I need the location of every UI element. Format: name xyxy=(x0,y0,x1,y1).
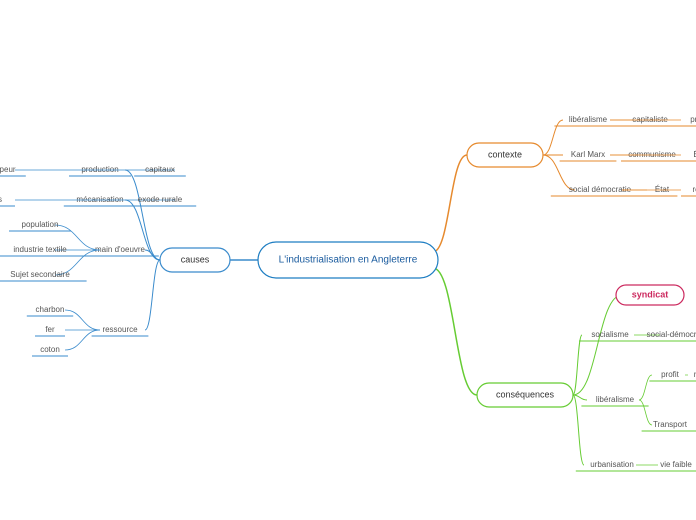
leaf-Sujet secondaire: Sujet secondaire xyxy=(10,270,70,279)
leaf-charbon: charbon xyxy=(36,305,65,314)
leaf-coton: coton xyxy=(40,345,60,354)
label-causes: causes xyxy=(181,254,210,264)
leaf-Transport: Transport xyxy=(653,420,688,429)
leaf-re: re xyxy=(692,185,696,194)
leaf-capitaux: capitaux xyxy=(145,165,175,174)
leaf-fer: fer xyxy=(45,325,55,334)
leaf-main d'oeuvre: main d'oeuvre xyxy=(95,245,146,254)
leaf-population: population xyxy=(22,220,59,229)
leaf-libéralisme: libéralisme xyxy=(569,115,608,124)
leaf-social-démocratie: social-démocratie xyxy=(647,330,696,339)
leaf-Karl Marx: Karl Marx xyxy=(571,150,605,159)
leaf-profit: profit xyxy=(661,370,680,379)
leaf-libéralisme: libéralisme xyxy=(596,395,635,404)
leaf-industrie textile: industrie textile xyxy=(13,245,67,254)
leaf-s: s xyxy=(0,195,2,204)
leaf-urbanisation: urbanisation xyxy=(590,460,634,469)
leaf-e vapeur: e vapeur xyxy=(0,165,16,174)
label-contexte: contexte xyxy=(488,149,522,159)
label-syndicat: syndicat xyxy=(632,289,669,299)
leaf-vie faible: vie faible xyxy=(660,460,692,469)
leaf-exode rurale: exode rurale xyxy=(138,195,183,204)
leaf-pro: pro xyxy=(690,115,696,124)
label-conséquences: conséquences xyxy=(496,389,555,399)
leaf-ressource: ressource xyxy=(102,325,138,334)
leaf-socialisme: socialisme xyxy=(591,330,629,339)
mindmap-canvas: productione vapeurcapitauxmécanisationse… xyxy=(0,0,696,520)
label-L'industrialisation en Angleterre: L'industrialisation en Angleterre xyxy=(279,255,418,266)
